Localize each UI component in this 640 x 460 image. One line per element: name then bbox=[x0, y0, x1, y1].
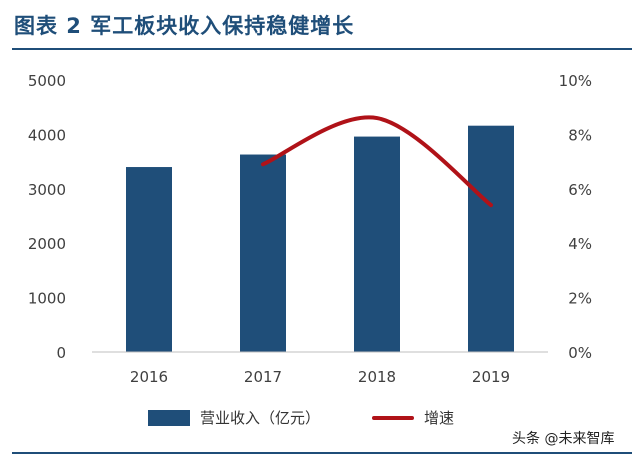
x-tick-label: 2017 bbox=[244, 368, 282, 386]
y-tick-label-left: 1000 bbox=[28, 290, 66, 308]
x-tick-label: 2016 bbox=[130, 368, 168, 386]
y-tick-label-right: 8% bbox=[568, 126, 592, 144]
y-tick-label-right: 4% bbox=[568, 235, 592, 253]
legend-label-revenue: 营业收入（亿元） bbox=[200, 409, 321, 427]
y-axis-left: 0 1000 2000 3000 4000 5000 bbox=[28, 72, 66, 362]
y-tick-label-left: 2000 bbox=[28, 235, 66, 253]
x-tick-label: 2018 bbox=[358, 368, 396, 386]
legend-item-revenue: 营业收入（亿元） bbox=[148, 407, 320, 428]
y-tick-label-left: 4000 bbox=[28, 126, 66, 144]
legend-item-growth: 增速 bbox=[372, 407, 454, 428]
title-rule bbox=[12, 48, 632, 50]
watermark: 头条 @未来智库 bbox=[512, 431, 615, 447]
figure-title: 图表 2 军工板块收入保持稳健增长 bbox=[14, 14, 355, 38]
bar bbox=[126, 167, 172, 352]
x-tick-label: 2019 bbox=[472, 368, 510, 386]
y-axis-right: 0% 2% 4% 6% 8% 10% bbox=[559, 72, 592, 362]
bar bbox=[240, 154, 286, 352]
y-tick-label-right: 6% bbox=[568, 181, 592, 199]
bar bbox=[468, 125, 514, 352]
y-tick-label-left: 3000 bbox=[28, 181, 66, 199]
y-tick-label-left: 0 bbox=[56, 344, 66, 362]
bar bbox=[354, 136, 400, 352]
y-tick-label-right: 10% bbox=[559, 72, 592, 90]
x-axis-labels: 2016 2017 2018 2019 bbox=[130, 368, 510, 386]
legend-label-growth: 增速 bbox=[424, 409, 455, 427]
growth-line bbox=[261, 115, 493, 208]
y-tick-label-right: 2% bbox=[568, 290, 592, 308]
legend: 营业收入（亿元） 增速 bbox=[148, 407, 506, 428]
chart: 0 1000 2000 3000 4000 5000 0% 2% 4% 6% 8% 10% 2016… bbox=[28, 72, 592, 386]
bottom-rule bbox=[12, 452, 632, 454]
y-tick-label-right: 0% bbox=[568, 344, 592, 362]
legend-swatch-line bbox=[372, 415, 415, 420]
legend-swatch-bar bbox=[148, 409, 190, 426]
y-tick-label-left: 5000 bbox=[28, 72, 66, 90]
bar-series bbox=[126, 125, 514, 352]
